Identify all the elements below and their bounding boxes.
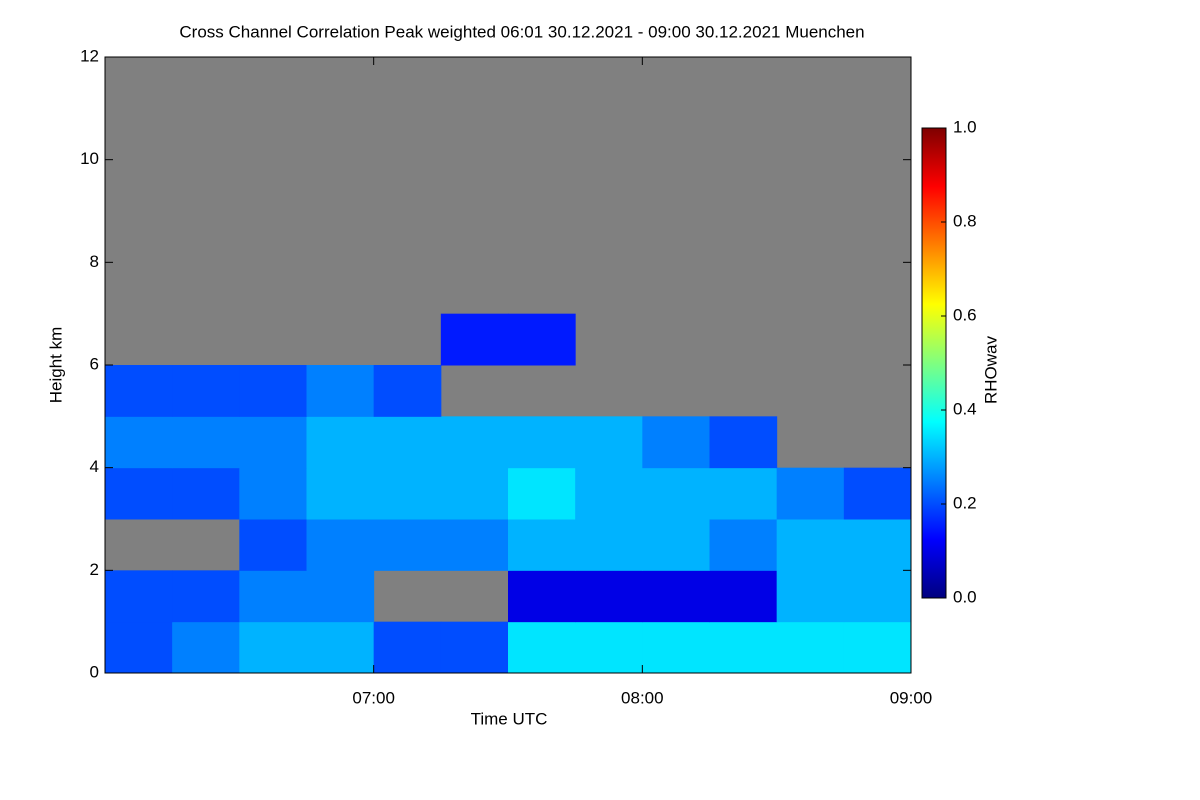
y-tick-label: 10 bbox=[80, 149, 99, 168]
heat-cell bbox=[306, 621, 375, 674]
chart-title: Cross Channel Correlation Peak weighted … bbox=[179, 22, 864, 41]
heat-cell bbox=[105, 365, 173, 417]
heat-cell bbox=[105, 467, 173, 520]
heat-cell bbox=[709, 621, 778, 674]
heat-cell bbox=[172, 467, 240, 520]
heat-cell bbox=[105, 416, 173, 469]
x-axis-label: Time UTC bbox=[471, 709, 548, 728]
heat-cell bbox=[105, 570, 173, 623]
colorbar-tick-label: 0.0 bbox=[953, 587, 977, 606]
y-tick-label: 8 bbox=[90, 252, 99, 271]
heat-cell bbox=[709, 570, 778, 623]
heat-cell bbox=[776, 467, 845, 520]
colorbar-tick-label: 0.4 bbox=[953, 399, 977, 418]
heat-cell bbox=[373, 519, 442, 571]
heat-cell bbox=[642, 621, 710, 674]
heat-cell bbox=[306, 570, 375, 623]
x-tick-label: 09:00 bbox=[890, 688, 933, 707]
heat-cell bbox=[575, 467, 643, 520]
heat-cell bbox=[440, 416, 509, 469]
colorbar-tick-label: 1.0 bbox=[953, 117, 977, 136]
heat-cell bbox=[776, 519, 845, 571]
heat-cell bbox=[373, 621, 442, 674]
heat-cell bbox=[239, 519, 307, 571]
heat-cell bbox=[239, 621, 307, 674]
colorbar-label: RHOwav bbox=[981, 335, 1000, 404]
heat-cell bbox=[373, 467, 442, 520]
heat-cell bbox=[306, 519, 375, 571]
heat-cell bbox=[105, 621, 173, 674]
y-tick-label: 2 bbox=[90, 560, 99, 579]
heat-cell bbox=[709, 416, 778, 469]
heat-cell bbox=[642, 519, 710, 571]
heat-cell bbox=[306, 416, 375, 469]
heat-cell bbox=[306, 467, 375, 520]
heat-cell bbox=[642, 467, 710, 520]
heat-cell bbox=[508, 313, 576, 366]
y-axis-label: Height km bbox=[46, 327, 65, 404]
heat-cell bbox=[843, 621, 912, 674]
heat-cell bbox=[172, 570, 240, 623]
heat-cell bbox=[709, 467, 778, 520]
heat-cell bbox=[776, 621, 845, 674]
heat-cell bbox=[575, 621, 643, 674]
heat-cell bbox=[508, 621, 576, 674]
heat-cell bbox=[575, 416, 643, 469]
heat-cell bbox=[239, 467, 307, 520]
y-tick-label: 4 bbox=[90, 457, 99, 476]
heat-cell bbox=[508, 467, 576, 520]
heat-cell bbox=[239, 570, 307, 623]
heat-cell bbox=[709, 519, 778, 571]
heat-cell bbox=[306, 365, 375, 417]
heat-cell bbox=[373, 365, 442, 417]
heat-cell bbox=[575, 519, 643, 571]
heat-cell bbox=[642, 416, 710, 469]
x-tick-label: 07:00 bbox=[352, 688, 395, 707]
heat-cell bbox=[440, 621, 509, 674]
y-tick-label: 12 bbox=[80, 46, 99, 65]
y-tick-label: 6 bbox=[90, 354, 99, 373]
y-tick-label: 0 bbox=[90, 662, 99, 681]
heat-cell bbox=[843, 570, 912, 623]
heat-cell bbox=[508, 570, 576, 623]
heat-cell bbox=[172, 621, 240, 674]
heat-cell bbox=[239, 365, 307, 417]
heat-cell bbox=[843, 519, 912, 571]
heat-cell bbox=[440, 467, 509, 520]
heat-cell bbox=[508, 416, 576, 469]
heat-cell bbox=[172, 416, 240, 469]
heat-cell bbox=[239, 416, 307, 469]
heat-cell bbox=[575, 570, 643, 623]
heat-cell bbox=[508, 519, 576, 571]
heat-cell bbox=[373, 416, 442, 469]
colorbar bbox=[921, 127, 947, 599]
colorbar-tick-label: 0.6 bbox=[953, 305, 977, 324]
heat-cell bbox=[843, 467, 912, 520]
heat-cell bbox=[440, 519, 509, 571]
heat-cell bbox=[642, 570, 710, 623]
x-tick-label: 08:00 bbox=[621, 688, 664, 707]
colorbar-tick-label: 0.2 bbox=[953, 493, 977, 512]
colorbar-tick-label: 0.8 bbox=[953, 211, 977, 230]
heat-cell bbox=[440, 313, 509, 366]
heat-cell bbox=[776, 570, 845, 623]
heat-cell bbox=[172, 365, 240, 417]
